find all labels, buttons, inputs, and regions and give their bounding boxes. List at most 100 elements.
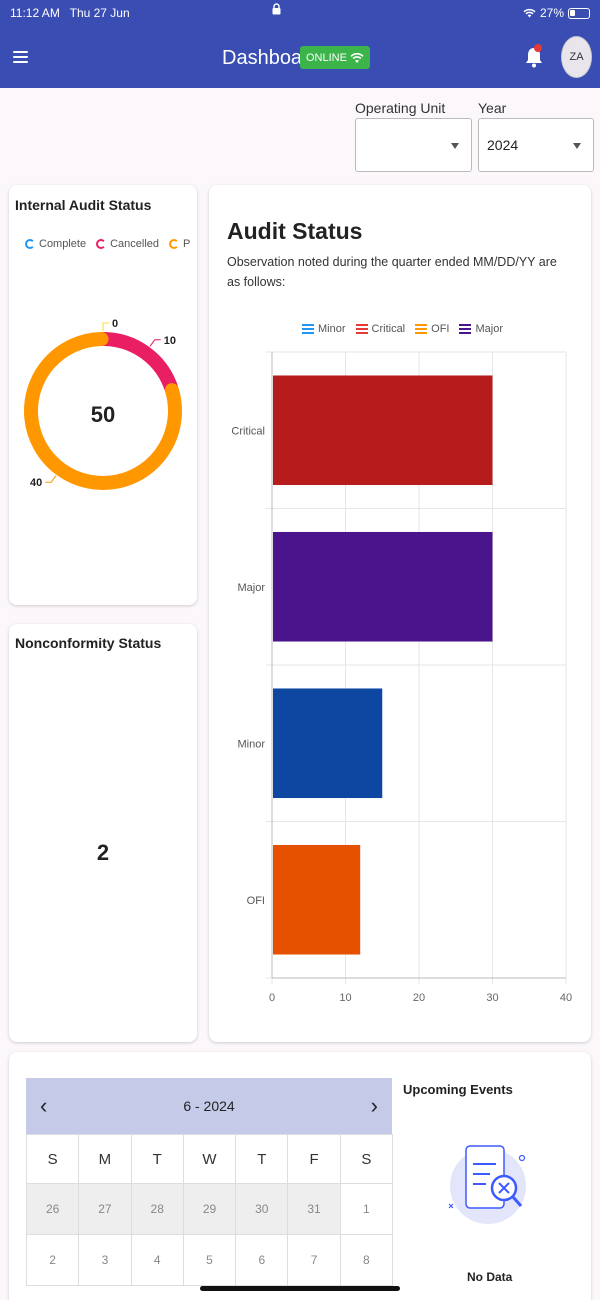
year-value: 2024 <box>487 137 519 153</box>
internal-audit-card <box>9 185 197 605</box>
lock-icon <box>272 3 281 18</box>
calendar-day[interactable]: 5 <box>182 1234 237 1286</box>
status-indicators: 27% <box>523 6 590 20</box>
calendar-day[interactable]: 6 <box>235 1234 289 1286</box>
caret-down-icon <box>573 143 581 149</box>
chevron-right-icon[interactable]: › <box>370 1093 378 1118</box>
upcoming-events-title: Upcoming Events <box>403 1082 513 1097</box>
year-select[interactable]: 2024 <box>478 118 594 172</box>
nonconformity-title: Nonconformity Status <box>15 635 162 651</box>
x-tick-label: 30 <box>486 992 498 1004</box>
status-time: 11:12 AM <box>10 6 60 20</box>
status-date: Thu 27 Jun <box>69 6 130 20</box>
calendar: ‹ 6 - 2024 › S M T W T F S 26 27 28 29 30 31 1 2 3 4 5 6 7 8 <box>26 1078 393 1286</box>
status-time-date: 11:12 AM Thu 27 Jun <box>10 6 130 20</box>
no-data-illustration-icon <box>448 1145 526 1224</box>
nonconformity-count: 2 <box>96 840 110 865</box>
caret-down-icon <box>451 143 459 149</box>
weekday-header: S <box>339 1134 393 1184</box>
y-category-label: Major <box>237 582 265 594</box>
calendar-day[interactable]: 28 <box>130 1183 184 1235</box>
y-category-label: OFI <box>247 895 265 907</box>
donut-slice[interactable] <box>97 332 179 395</box>
bar[interactable] <box>273 844 361 955</box>
x-tick-label: 20 <box>413 992 425 1004</box>
audit-status-subtitle: Observation noted during the quarter end… <box>227 255 557 289</box>
audit-status-title: Audit Status <box>227 218 363 244</box>
bar[interactable] <box>273 531 493 642</box>
calendar-day[interactable]: 1 <box>339 1183 393 1235</box>
calendar-day[interactable]: 3 <box>78 1234 132 1286</box>
x-tick-label: 40 <box>560 992 572 1004</box>
calendar-day[interactable]: 31 <box>287 1183 341 1235</box>
home-indicator <box>200 1286 400 1291</box>
legend-swatch-icon <box>25 239 35 249</box>
legend-swatch-icon <box>302 324 314 334</box>
bar[interactable] <box>273 375 493 486</box>
page-title: Dashboard <box>222 47 320 69</box>
weekday-header: T <box>235 1134 289 1184</box>
legend-item[interactable]: Plar <box>169 238 190 250</box>
weekday-header: M <box>78 1134 132 1184</box>
donut-slice[interactable] <box>24 332 182 490</box>
app-bar: 11:12 AM Thu 27 Jun 27% Dashboard ONLINE… <box>0 0 600 88</box>
calendar-day[interactable]: 4 <box>130 1234 184 1286</box>
legend-item[interactable]: Minor <box>302 323 346 335</box>
calendar-day[interactable]: 29 <box>182 1183 237 1235</box>
calendar-day[interactable]: 27 <box>78 1183 132 1235</box>
avatar[interactable]: ZA <box>561 36 592 78</box>
weekday-header: F <box>287 1134 341 1184</box>
chevron-left-icon[interactable]: ‹ <box>40 1093 48 1118</box>
internal-audit-donut-chart: 0 10 40 <box>24 318 182 490</box>
calendar-day[interactable]: 2 <box>26 1234 80 1286</box>
hamburger-menu-icon[interactable] <box>13 51 28 63</box>
donut-data-label: 10 <box>164 335 176 347</box>
legend-item[interactable]: Major <box>459 323 503 335</box>
calendar-header: ‹ 6 - 2024 › <box>26 1078 392 1134</box>
legend-item[interactable]: OFI <box>415 323 449 335</box>
legend-label: Minor <box>318 323 346 335</box>
weekday-header: T <box>130 1134 184 1184</box>
legend-swatch-icon <box>355 324 368 334</box>
legend-label: Major <box>475 323 503 335</box>
legend-item[interactable]: Cancelled <box>96 238 159 250</box>
data-label-leader <box>102 322 109 331</box>
audit-status-bar-chart: 0 10 20 30 40 Critical Major Minor OFI <box>231 351 572 1004</box>
legend-swatch-icon <box>415 324 428 334</box>
legend-swatch-icon <box>169 239 179 249</box>
legend-label: Complete <box>39 238 87 250</box>
calendar-grid: S M T W T F S 26 27 28 29 30 31 1 2 3 4 5 6 7 8 <box>26 1134 393 1286</box>
bar[interactable] <box>273 688 383 799</box>
legend-label: Cancelled <box>110 238 159 250</box>
legend-label: Critical <box>371 323 406 335</box>
legend-item[interactable]: Critical <box>355 323 406 335</box>
battery-icon <box>568 7 590 19</box>
legend-label: Plar <box>183 238 190 250</box>
online-status-badge: ONLINE <box>300 46 370 69</box>
x-tick-label: 10 <box>339 992 351 1004</box>
battery-percent: 27% <box>539 6 564 20</box>
wifi-icon <box>523 8 536 18</box>
calendar-day[interactable]: 30 <box>235 1183 289 1235</box>
calendar-month-label: 6 - 2024 <box>183 1098 235 1114</box>
wifi-icon <box>350 52 364 63</box>
internal-audit-total: 50 <box>90 402 116 427</box>
legend-swatch-icon <box>96 239 107 249</box>
internal-audit-legend: Complete Cancelled Plar <box>25 238 190 250</box>
data-label-leader <box>45 475 57 483</box>
calendar-day[interactable]: 26 <box>26 1183 80 1235</box>
legend-label: OFI <box>431 323 450 335</box>
legend-swatch-icon <box>459 324 472 334</box>
calendar-day[interactable]: 7 <box>287 1234 341 1286</box>
operating-unit-select[interactable] <box>355 118 472 172</box>
audit-status-legend: Minor Critical OFI Major <box>302 323 562 335</box>
x-tick-label: 0 <box>269 992 275 1004</box>
calendar-day[interactable]: 8 <box>339 1234 393 1286</box>
legend-item[interactable]: Complete <box>25 238 86 250</box>
data-label-leader <box>149 339 161 347</box>
weekday-header: S <box>26 1134 80 1184</box>
year-label: Year <box>478 100 507 116</box>
online-badge-label: ONLINE <box>306 51 347 64</box>
operating-unit-label: Operating Unit <box>355 100 446 116</box>
nonconformity-card <box>9 624 197 1042</box>
